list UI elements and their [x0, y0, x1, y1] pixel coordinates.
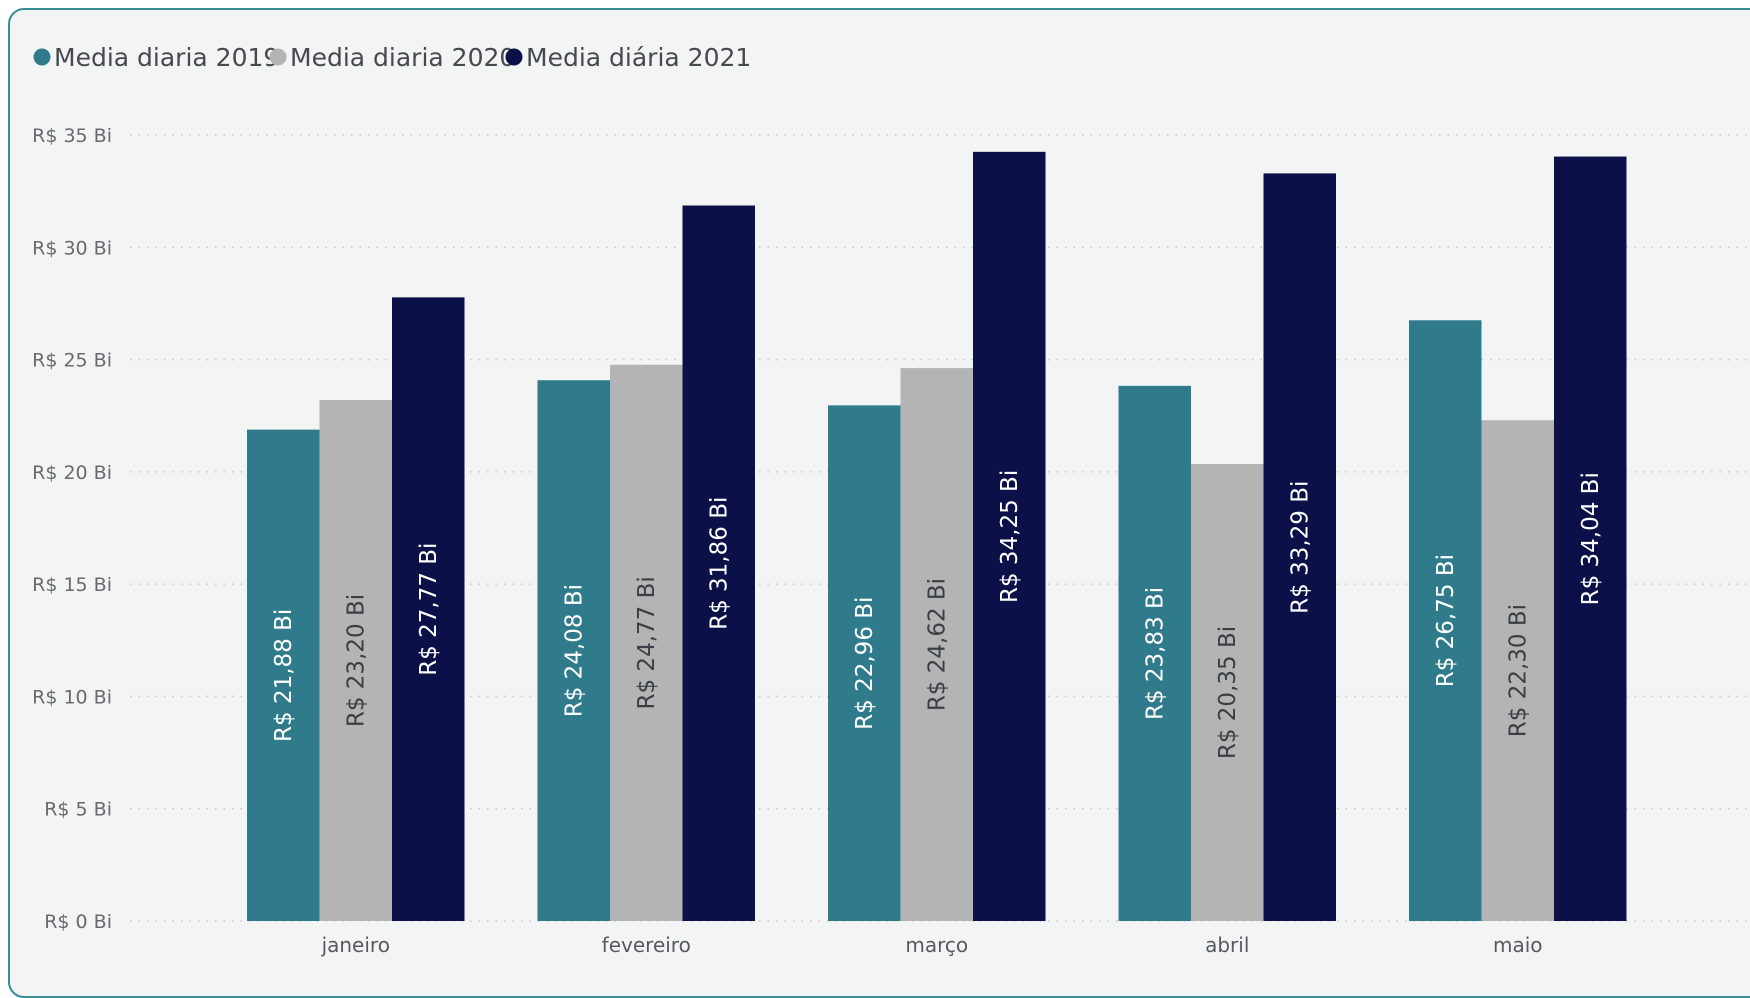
x-tick-label: fevereiro	[602, 933, 691, 957]
y-tick-label: R$ 30 Bi	[32, 237, 112, 259]
data-label: R$ 26,75 Bi	[1433, 554, 1459, 687]
data-label: R$ 31,86 Bi	[707, 497, 733, 630]
y-tick-label: R$ 25 Bi	[32, 350, 112, 372]
x-tick-label: abril	[1205, 933, 1249, 957]
data-label: R$ 24,77 Bi	[634, 576, 660, 709]
data-label: R$ 22,96 Bi	[852, 597, 878, 730]
bar[interactable]	[1191, 463, 1264, 921]
bar[interactable]	[319, 399, 393, 922]
bar[interactable]	[682, 205, 756, 921]
x-tick-label: maio	[1493, 933, 1543, 957]
data-label: R$ 34,25 Bi	[997, 470, 1023, 603]
data-label: R$ 27,77 Bi	[416, 543, 442, 676]
legend-label[interactable]: Media diaria 2020	[290, 43, 515, 72]
legend-label[interactable]: Media diaria 2019	[54, 43, 279, 72]
data-label: R$ 24,08 Bi	[562, 584, 588, 717]
data-label: R$ 23,83 Bi	[1143, 587, 1169, 720]
bar[interactable]	[247, 429, 320, 921]
bar[interactable]	[1554, 156, 1627, 922]
y-tick-label: R$ 20 Bi	[32, 462, 112, 484]
data-label: R$ 33,29 Bi	[1288, 481, 1314, 614]
y-tick-label: R$ 0 Bi	[44, 911, 112, 933]
data-label: R$ 21,88 Bi	[271, 609, 297, 742]
y-tick-label: R$ 15 Bi	[32, 574, 112, 596]
bar[interactable]	[610, 364, 683, 921]
bar[interactable]	[900, 368, 974, 922]
bar[interactable]	[1118, 385, 1192, 921]
bar[interactable]	[1263, 173, 1337, 921]
bar[interactable]	[537, 380, 611, 921]
y-tick-label: R$ 35 Bi	[32, 125, 112, 147]
data-label: R$ 34,04 Bi	[1578, 472, 1604, 605]
data-label: R$ 22,30 Bi	[1506, 604, 1532, 737]
data-label: R$ 24,62 Bi	[925, 578, 951, 711]
bar[interactable]	[828, 405, 901, 921]
legend-marker-icon[interactable]	[33, 48, 51, 66]
data-label: R$ 23,20 Bi	[344, 594, 370, 727]
legend-marker-icon[interactable]	[269, 48, 287, 66]
data-label: R$ 20,35 Bi	[1215, 626, 1241, 759]
bar[interactable]	[1409, 320, 1482, 921]
bar[interactable]	[973, 151, 1046, 922]
legend-marker-icon[interactable]	[505, 48, 523, 66]
legend-label[interactable]: Media diária 2021	[526, 43, 751, 72]
y-tick-label: R$ 5 Bi	[44, 799, 112, 821]
x-tick-label: março	[905, 933, 968, 957]
x-tick-label: janeiro	[321, 933, 390, 957]
bar[interactable]	[392, 297, 465, 922]
y-tick-label: R$ 10 Bi	[32, 686, 112, 708]
bar[interactable]	[1481, 420, 1555, 921]
